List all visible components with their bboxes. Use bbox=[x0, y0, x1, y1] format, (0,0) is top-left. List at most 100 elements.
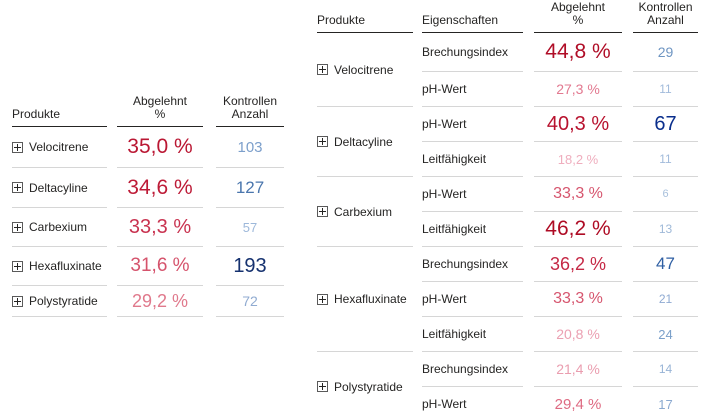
rejected-pct-cell[interactable]: 29,4 % bbox=[534, 387, 622, 419]
table-row: pH-Wert 33,3 % 6 bbox=[422, 177, 698, 212]
property-cell[interactable]: Brechungsindex bbox=[422, 33, 523, 72]
property-cell[interactable]: Brechungsindex bbox=[422, 352, 523, 387]
column-header-label: Produkte bbox=[317, 13, 366, 27]
expand-icon[interactable] bbox=[12, 141, 23, 153]
expand-icon[interactable] bbox=[12, 295, 23, 307]
controls-count-cell[interactable]: 29 bbox=[633, 33, 698, 72]
product-cell[interactable]: Velocitrene bbox=[12, 127, 107, 168]
property-cell[interactable]: pH-Wert bbox=[422, 107, 523, 142]
product-cell[interactable]: Carbexium bbox=[317, 177, 413, 247]
controls-count-cell[interactable]: 57 bbox=[216, 208, 284, 247]
product-label: Velocitrene bbox=[29, 140, 89, 154]
controls-count-cell[interactable]: 24 bbox=[633, 317, 698, 352]
product-cell[interactable]: Velocitrene bbox=[317, 33, 413, 107]
expand-icon[interactable] bbox=[317, 293, 328, 305]
matrix-left-header-row: Produkte Abgelehnt % Kontrollen Anzahl bbox=[12, 90, 284, 127]
rejected-pct-cell[interactable]: 27,3 % bbox=[534, 72, 622, 107]
property-cell[interactable]: Leitfähigkeit bbox=[422, 317, 523, 352]
column-header-produkte[interactable]: Produkte bbox=[12, 90, 107, 127]
property-cell[interactable]: Leitfähigkeit bbox=[422, 212, 523, 247]
expand-icon[interactable] bbox=[12, 182, 23, 193]
column-header-label: Anzahl bbox=[647, 13, 684, 27]
rejected-pct-cell[interactable]: 18,2 % bbox=[534, 142, 622, 177]
property-cell[interactable]: Leitfähigkeit bbox=[422, 142, 523, 177]
matrix-right-header-row: Produkte Eigenschaften Abgelehnt % Kontr… bbox=[317, 0, 698, 33]
column-header-eigenschaften[interactable]: Eigenschaften bbox=[422, 0, 523, 33]
product-label: Velocitrene bbox=[334, 62, 394, 77]
column-header-kontrollen[interactable]: Kontrollen Anzahl bbox=[216, 90, 284, 127]
controls-count-cell[interactable]: 11 bbox=[633, 142, 698, 177]
rejected-pct-cell[interactable]: 40,3 % bbox=[534, 107, 622, 142]
rejected-pct-cell[interactable]: 29,2 % bbox=[117, 286, 203, 317]
table-row: pH-Wert 33,3 % 21 bbox=[422, 282, 698, 317]
property-subrows: pH-Wert 33,3 % 6 Leitfähigkeit 46,2 % 13 bbox=[422, 177, 698, 247]
expand-icon[interactable] bbox=[12, 221, 23, 233]
controls-count-cell[interactable]: 14 bbox=[633, 352, 698, 387]
rejected-pct-cell[interactable]: 44,8 % bbox=[534, 33, 622, 72]
controls-count-cell[interactable]: 193 bbox=[216, 247, 284, 286]
product-cell[interactable]: Deltacyline bbox=[317, 107, 413, 177]
controls-count-cell[interactable]: 67 bbox=[633, 107, 698, 142]
controls-count-cell[interactable]: 103 bbox=[216, 127, 284, 168]
column-header-abgelehnt[interactable]: Abgelehnt % bbox=[534, 0, 622, 33]
controls-count-cell[interactable]: 47 bbox=[633, 247, 698, 282]
property-cell[interactable]: pH-Wert bbox=[422, 282, 523, 317]
property-subrows: Brechungsindex 44,8 % 29 pH-Wert 27,3 % 11 bbox=[422, 33, 698, 107]
product-cell[interactable]: Hexafluxinate bbox=[317, 247, 413, 352]
column-header-label: Kontrollen bbox=[222, 94, 278, 108]
expand-icon[interactable] bbox=[317, 381, 328, 392]
property-cell[interactable]: pH-Wert bbox=[422, 387, 523, 419]
rejected-pct-cell[interactable]: 21,4 % bbox=[534, 352, 622, 387]
product-group-row: Hexafluxinate Brechungsindex 36,2 % 47 pH-We… bbox=[317, 247, 698, 352]
rejected-pct-cell[interactable]: 20,8 % bbox=[534, 317, 622, 352]
column-header-produkte[interactable]: Produkte bbox=[317, 0, 413, 33]
product-cell[interactable]: Hexafluxinate bbox=[12, 247, 107, 286]
rejected-pct-cell[interactable]: 35,0 % bbox=[117, 127, 203, 168]
expand-icon[interactable] bbox=[317, 136, 328, 147]
product-cell[interactable]: Polystyratide bbox=[12, 286, 107, 317]
table-row: Leitfähigkeit 18,2 % 11 bbox=[422, 142, 698, 177]
matrix-products: Produkte Abgelehnt % Kontrollen Anzahl V… bbox=[12, 90, 284, 317]
table-row: Brechungsindex 44,8 % 29 bbox=[422, 33, 698, 72]
rejected-pct-cell[interactable]: 33,3 % bbox=[534, 282, 622, 317]
controls-count-cell[interactable]: 13 bbox=[633, 212, 698, 247]
rejected-pct-cell[interactable]: 36,2 % bbox=[534, 247, 622, 282]
property-cell[interactable]: pH-Wert bbox=[422, 72, 523, 107]
product-cell[interactable]: Polystyratide bbox=[317, 352, 413, 419]
rejected-pct-cell[interactable]: 46,2 % bbox=[534, 212, 622, 247]
controls-count-cell[interactable]: 127 bbox=[216, 168, 284, 208]
column-header-abgelehnt[interactable]: Abgelehnt % bbox=[117, 90, 203, 127]
rejected-pct-cell[interactable]: 31,6 % bbox=[117, 247, 203, 286]
product-label: Deltacyline bbox=[334, 134, 393, 149]
column-header-label: Produkte bbox=[12, 107, 61, 121]
expand-icon[interactable] bbox=[317, 64, 328, 75]
product-cell[interactable]: Deltacyline bbox=[12, 168, 107, 208]
product-group-row: Deltacyline pH-Wert 40,3 % 67 Leitfähigkeit 1… bbox=[317, 107, 698, 177]
controls-count-cell[interactable]: 72 bbox=[216, 286, 284, 317]
rejected-pct-cell[interactable]: 33,3 % bbox=[534, 177, 622, 212]
table-row: Velocitrene 35,0 % 103 bbox=[12, 127, 284, 168]
column-header-label: Abgelehnt bbox=[132, 94, 188, 108]
column-header-kontrollen[interactable]: Kontrollen Anzahl bbox=[633, 0, 698, 33]
rejected-pct-cell[interactable]: 34,6 % bbox=[117, 168, 203, 208]
expand-icon[interactable] bbox=[317, 206, 328, 217]
rejected-pct-cell[interactable]: 33,3 % bbox=[117, 208, 203, 247]
product-cell[interactable]: Carbexium bbox=[12, 208, 107, 247]
expand-icon[interactable] bbox=[12, 260, 23, 272]
property-subrows: pH-Wert 40,3 % 67 Leitfähigkeit 18,2 % 11 bbox=[422, 107, 698, 177]
table-row: Polystyratide 29,2 % 72 bbox=[12, 286, 284, 317]
controls-count-cell[interactable]: 6 bbox=[633, 177, 698, 212]
table-row: pH-Wert 27,3 % 11 bbox=[422, 72, 698, 107]
product-label: Hexafluxinate bbox=[334, 292, 407, 306]
property-cell[interactable]: Brechungsindex bbox=[422, 247, 523, 282]
product-group-row: Polystyratide Brechungsindex 21,4 % 14 pH-We… bbox=[317, 352, 698, 419]
controls-count-cell[interactable]: 11 bbox=[633, 72, 698, 107]
property-cell[interactable]: pH-Wert bbox=[422, 177, 523, 212]
table-row: Hexafluxinate 31,6 % 193 bbox=[12, 247, 284, 286]
controls-count-cell[interactable]: 21 bbox=[633, 282, 698, 317]
matrix-right-body: Velocitrene Brechungsindex 44,8 % 29 pH-Wert… bbox=[317, 33, 698, 419]
table-row: Brechungsindex 21,4 % 14 bbox=[422, 352, 698, 387]
matrix-left-body: Velocitrene 35,0 % 103 Deltacyline 34,6 % 127… bbox=[12, 127, 284, 317]
product-label: Polystyratide bbox=[334, 379, 403, 394]
controls-count-cell[interactable]: 17 bbox=[633, 387, 698, 419]
